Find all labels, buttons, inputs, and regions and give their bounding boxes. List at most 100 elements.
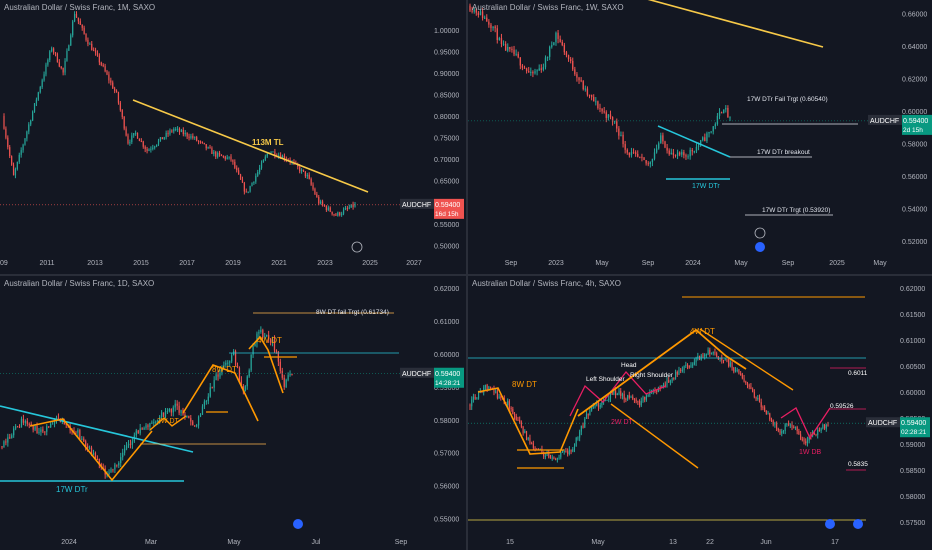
- candle-body: [140, 141, 142, 143]
- candle-body: [240, 380, 243, 387]
- candle-body: [209, 387, 211, 397]
- candle-body: [135, 132, 137, 134]
- candle-body: [587, 414, 589, 416]
- candle-body: [18, 426, 21, 428]
- panel-4h[interactable]: 0.62000 0.61500 0.61000 0.60500 0.60000 0.595…: [468, 276, 932, 550]
- candle-body: [344, 208, 347, 210]
- candle-body: [262, 159, 265, 163]
- candle-body: [34, 426, 36, 430]
- candle-body: [544, 455, 546, 457]
- x-tick-label: 2015: [133, 260, 149, 267]
- panel-1m[interactable]: 1.00000 0.95000 0.90000 0.85000 0.80000 0.750…: [0, 0, 466, 274]
- candle-body: [579, 431, 581, 438]
- candle-body: [14, 426, 17, 429]
- panel-divider-horizontal[interactable]: [0, 274, 932, 276]
- candle-body: [45, 64, 47, 75]
- x-tick-label: 2019: [225, 260, 241, 267]
- x-tick-label: 17: [831, 539, 839, 546]
- chart-1m[interactable]: 1.00000 0.95000 0.90000 0.85000 0.80000 0.750…: [0, 0, 466, 274]
- candle-body: [87, 39, 89, 45]
- candle-body: [676, 371, 678, 375]
- candle-body: [266, 153, 268, 157]
- candle-body: [131, 441, 134, 445]
- candle-body: [119, 102, 121, 111]
- candle-body: [35, 99, 38, 104]
- candle-body: [584, 88, 586, 90]
- candle-body: [560, 452, 562, 458]
- y-tick-label: 0.64000: [902, 44, 927, 51]
- chart-1w[interactable]: 0.66000 0.64000 0.62000 0.60000 0.58000 0.560…: [468, 0, 932, 274]
- candle-body: [509, 46, 511, 49]
- annotation-label: 8W DT fail Trgt (0.61734): [316, 309, 389, 316]
- candle-body: [678, 369, 680, 375]
- candle-body: [9, 437, 11, 439]
- candle-body: [260, 330, 262, 332]
- candle-body: [266, 335, 268, 337]
- candle-body: [559, 38, 561, 42]
- candle-body: [170, 408, 172, 413]
- candle-body: [300, 169, 303, 172]
- candle-body: [289, 373, 291, 376]
- candle-body: [352, 204, 354, 207]
- x-tick-label: 2024: [685, 260, 701, 267]
- candle-body: [51, 423, 54, 425]
- candle-body: [546, 56, 549, 58]
- candle-body: [584, 418, 586, 428]
- y-tick-label: 0.61500: [900, 312, 925, 319]
- candle-body: [135, 430, 137, 436]
- candle-body: [28, 423, 30, 425]
- candle-body: [98, 55, 100, 63]
- candle-body: [591, 407, 593, 411]
- candle-body: [765, 410, 767, 414]
- candle-body: [12, 164, 15, 176]
- candle-body: [271, 339, 274, 343]
- candle-body: [98, 459, 100, 465]
- candle-body: [827, 424, 829, 426]
- candle-body: [488, 386, 490, 390]
- candle-body: [523, 67, 526, 69]
- candle-body: [145, 425, 147, 429]
- candle-body: [65, 423, 67, 425]
- candle-body: [752, 389, 754, 393]
- candle-body: [672, 152, 675, 155]
- candle-body: [490, 386, 492, 388]
- symbol-tag-bg: [866, 417, 900, 428]
- candle-body: [708, 131, 710, 134]
- candle-body: [279, 361, 281, 371]
- panel-1d[interactable]: 0.62000 0.61000 0.60000 0.59000 0.58000 0.570…: [0, 276, 466, 550]
- candle-body: [637, 153, 639, 157]
- y-tick-label: 0.58000: [434, 418, 459, 425]
- candle-body: [231, 355, 233, 362]
- candle-body: [87, 446, 89, 449]
- candle-body: [549, 457, 552, 459]
- candle-body: [824, 424, 826, 429]
- candle-body: [685, 364, 687, 366]
- candle-body: [24, 138, 26, 145]
- candle-body: [538, 68, 540, 71]
- chart-4h[interactable]: 0.62000 0.61500 0.61000 0.60500 0.60000 0.595…: [468, 276, 932, 550]
- candle-body: [697, 355, 699, 358]
- candle-body: [186, 132, 188, 137]
- annotation-label: 17W DTr Fail Trgt (0.60540): [747, 96, 828, 103]
- candle-body: [695, 146, 698, 152]
- candle-body: [248, 370, 250, 377]
- w-pattern: [182, 364, 259, 422]
- candle-body: [197, 416, 200, 426]
- candle-body: [83, 438, 85, 442]
- candle-body: [710, 353, 713, 355]
- panel-1w[interactable]: 0.66000 0.64000 0.62000 0.60000 0.58000 0.560…: [468, 0, 932, 274]
- candle-body: [270, 152, 272, 154]
- chart-1d[interactable]: 0.62000 0.61000 0.60000 0.59000 0.58000 0.570…: [0, 276, 466, 550]
- candle-body: [683, 152, 685, 156]
- x-tick-label: Sep: [782, 260, 795, 267]
- candle-body: [490, 24, 492, 29]
- candle-body: [260, 162, 263, 168]
- candle-body: [473, 9, 475, 12]
- candle-body: [597, 402, 600, 408]
- candle-body: [153, 422, 155, 424]
- candle-body: [510, 407, 512, 410]
- candle-body: [203, 401, 206, 407]
- candle-body: [688, 365, 690, 368]
- candle-body: [597, 101, 599, 109]
- candle-body: [46, 426, 48, 432]
